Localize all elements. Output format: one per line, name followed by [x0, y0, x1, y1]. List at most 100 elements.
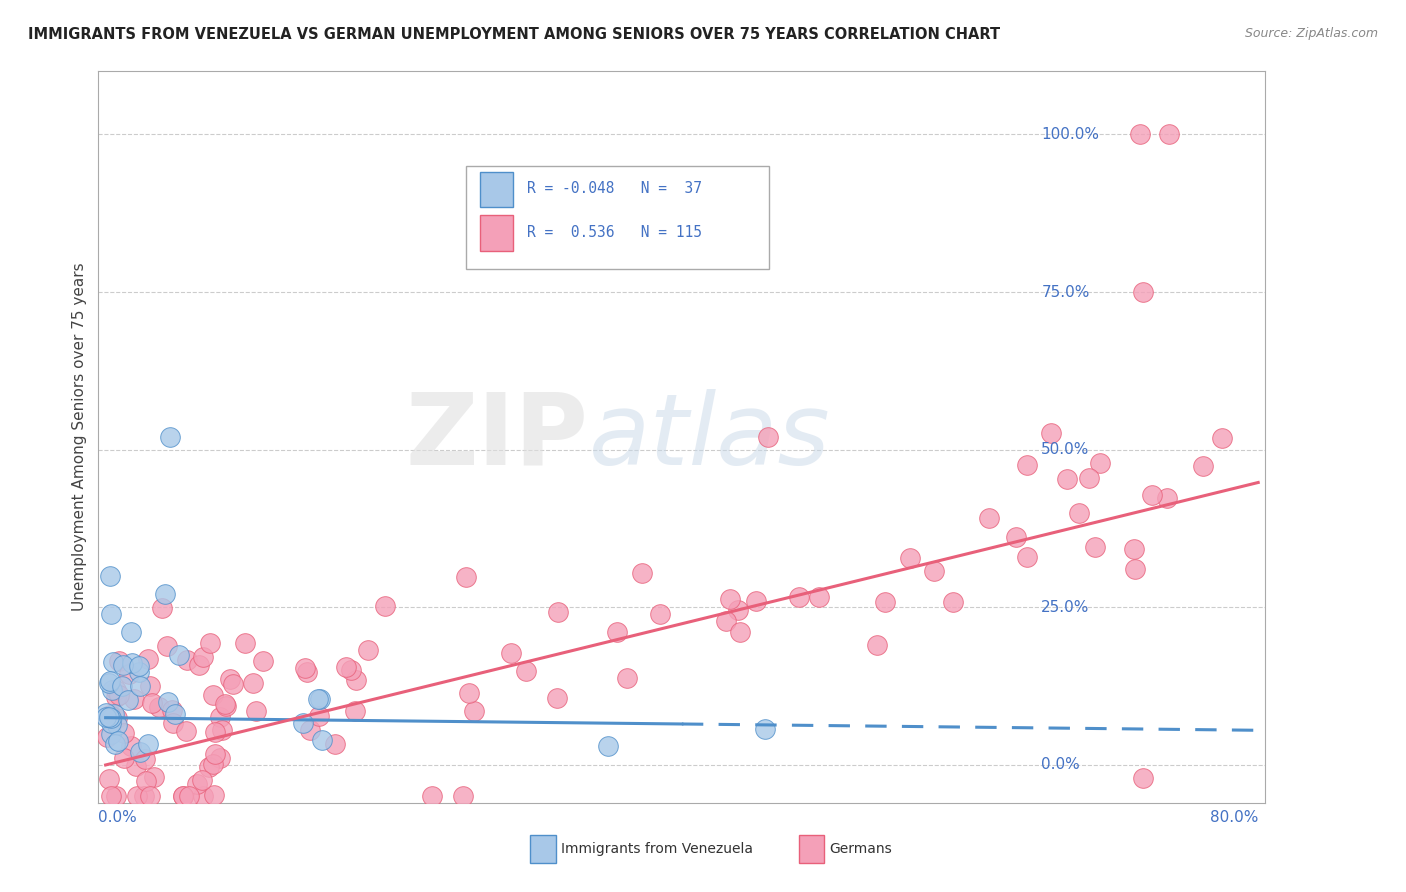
Point [242, 676, 264, 690]
Point [157, 695, 180, 709]
Point [114, 751, 136, 765]
Point [233, 636, 256, 650]
Point [463, 704, 485, 718]
Text: 75.0%: 75.0% [1042, 285, 1090, 300]
Point [100, 726, 122, 740]
Point [1125, 562, 1147, 576]
Point [128, 665, 150, 680]
Point [294, 661, 316, 675]
Point [221, 676, 243, 690]
Point [1132, 285, 1154, 299]
Point [142, 770, 165, 784]
Point [134, 789, 156, 804]
Point [127, 789, 149, 804]
Y-axis label: Unemployment Among Seniors over 75 years: Unemployment Among Seniors over 75 years [72, 263, 87, 611]
Point [977, 510, 1000, 524]
Point [1017, 458, 1039, 472]
Point [100, 715, 122, 730]
Point [308, 692, 330, 706]
Point [98, 708, 121, 723]
Point [209, 751, 232, 765]
Point [1067, 506, 1090, 520]
Point [162, 715, 184, 730]
Point [309, 691, 332, 706]
Point [357, 643, 380, 657]
Point [211, 723, 233, 737]
Text: 25.0%: 25.0% [1042, 599, 1090, 615]
Point [105, 718, 128, 732]
Point [204, 724, 226, 739]
Point [1140, 488, 1163, 502]
FancyBboxPatch shape [465, 167, 769, 268]
Point [159, 430, 181, 444]
Point [103, 706, 125, 721]
Point [103, 655, 125, 669]
Point [754, 722, 776, 736]
Point [204, 747, 226, 761]
Point [344, 673, 367, 687]
Point [129, 679, 152, 693]
Point [100, 789, 122, 804]
Point [343, 704, 366, 718]
Point [374, 599, 396, 614]
Point [138, 737, 160, 751]
Point [104, 690, 127, 705]
Point [311, 732, 333, 747]
Point [165, 706, 187, 721]
Point [245, 704, 267, 718]
Point [1040, 426, 1063, 441]
Point [218, 673, 240, 687]
Text: IMMIGRANTS FROM VENEZUELA VS GERMAN UNEMPLOYMENT AMONG SENIORS OVER 75 YEARS COR: IMMIGRANTS FROM VENEZUELA VS GERMAN UNEM… [28, 27, 1000, 42]
Point [100, 711, 122, 725]
Point [198, 635, 221, 649]
Point [97, 772, 120, 787]
Point [97, 709, 120, 723]
Bar [530, 835, 555, 863]
Point [122, 692, 145, 706]
Point [866, 638, 889, 652]
Point [186, 777, 208, 791]
Point [1056, 472, 1078, 486]
Point [160, 703, 183, 717]
Point [177, 789, 200, 804]
Point [104, 683, 127, 698]
Point [1211, 431, 1233, 445]
Point [631, 566, 654, 581]
Point [111, 680, 134, 694]
Point [134, 752, 156, 766]
Point [1004, 530, 1026, 544]
Point [606, 625, 628, 640]
Point [420, 789, 443, 804]
Point [209, 710, 232, 724]
Point [121, 656, 143, 670]
Point [1129, 128, 1152, 142]
Point [188, 658, 211, 673]
Point [120, 739, 142, 753]
Point [547, 605, 569, 619]
Point [297, 665, 319, 680]
Point [107, 655, 129, 669]
Point [515, 664, 537, 678]
Point [718, 592, 741, 607]
Point [501, 646, 523, 660]
Point [118, 666, 141, 681]
Point [125, 759, 148, 773]
Point [104, 738, 127, 752]
Point [139, 789, 162, 804]
Text: R =  0.536   N = 115: R = 0.536 N = 115 [527, 225, 702, 240]
Point [299, 723, 322, 737]
Point [150, 600, 173, 615]
Point [1017, 549, 1039, 564]
Point [139, 679, 162, 693]
Point [727, 603, 749, 617]
Point [98, 569, 121, 583]
Point [1088, 456, 1111, 470]
Point [648, 607, 671, 622]
Point [546, 691, 568, 706]
Text: 80.0%: 80.0% [1209, 810, 1258, 825]
Point [1132, 771, 1154, 785]
Point [873, 595, 896, 609]
Point [1157, 128, 1180, 142]
Text: R = -0.048   N =  37: R = -0.048 N = 37 [527, 181, 702, 196]
Point [191, 650, 214, 665]
